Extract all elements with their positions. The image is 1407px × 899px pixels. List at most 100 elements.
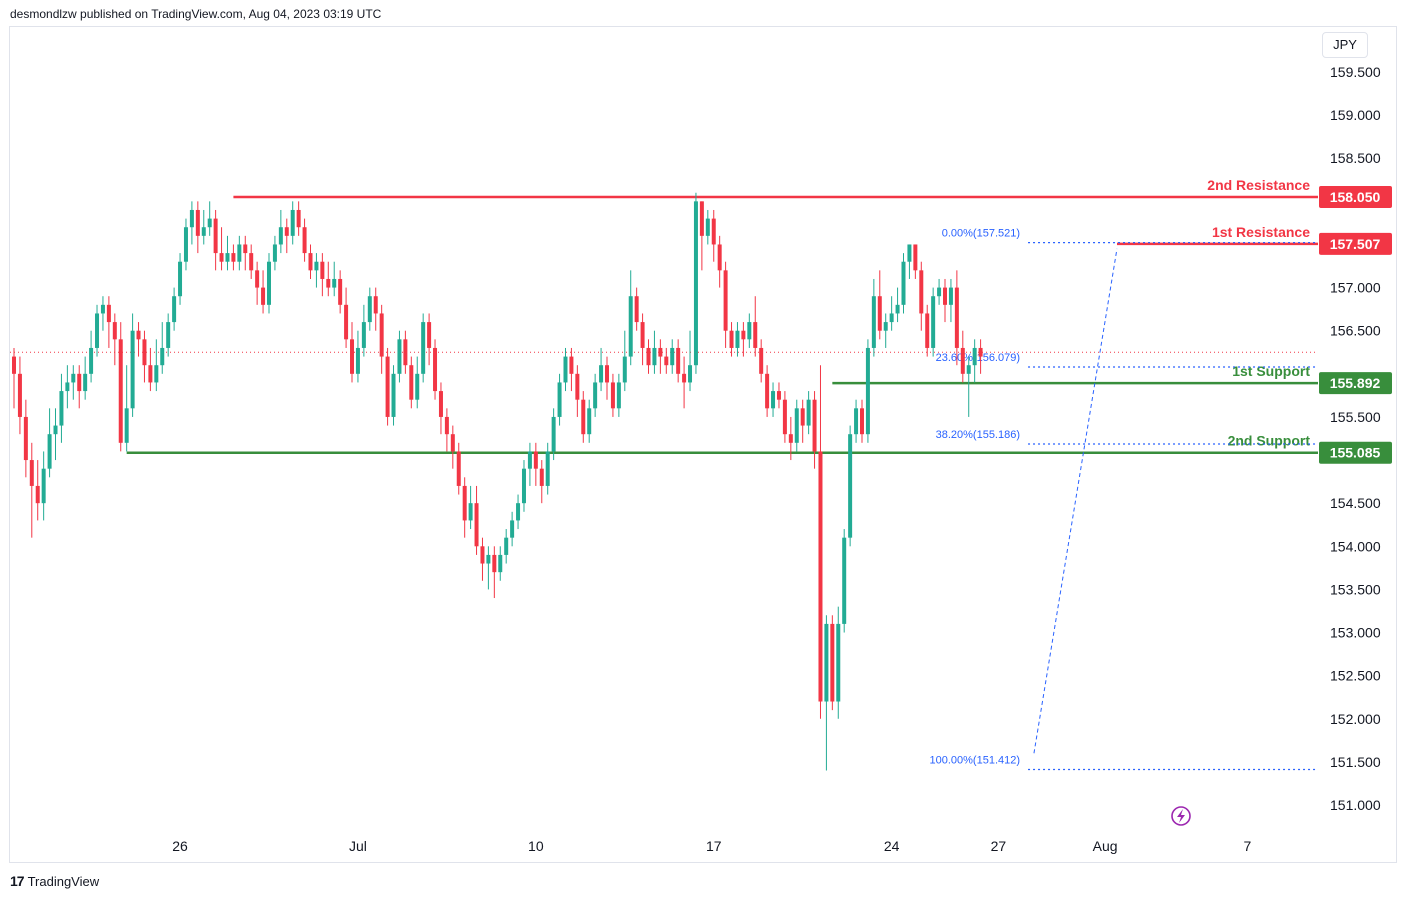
candle[interactable] <box>302 218 307 262</box>
candle[interactable] <box>854 399 859 443</box>
candle[interactable] <box>569 347 574 392</box>
candle[interactable] <box>800 399 805 443</box>
candle[interactable] <box>166 313 171 357</box>
candle[interactable] <box>616 373 621 417</box>
candle[interactable] <box>450 425 455 469</box>
candle[interactable] <box>741 322 746 357</box>
candles-layer[interactable] <box>12 192 983 771</box>
candle[interactable] <box>385 347 390 426</box>
candle[interactable] <box>593 373 598 417</box>
time-axis[interactable]: 26 Jul 10 17 24 27 Aug 7 <box>172 838 1251 854</box>
candle[interactable] <box>100 296 105 331</box>
candle[interactable] <box>314 253 319 288</box>
candle[interactable] <box>95 304 100 357</box>
candle[interactable] <box>533 442 538 486</box>
candle[interactable] <box>47 408 52 478</box>
candle[interactable] <box>830 615 835 711</box>
candle[interactable] <box>859 399 864 443</box>
candle[interactable] <box>794 399 799 452</box>
candle[interactable] <box>966 356 971 417</box>
candle[interactable] <box>599 347 604 392</box>
price-axis[interactable]: 159.500 159.000 158.500 157.000 156.500 155.5… <box>1330 64 1381 813</box>
candle[interactable] <box>931 287 936 357</box>
candle[interactable] <box>747 313 752 348</box>
candle[interactable] <box>545 442 550 495</box>
candle[interactable] <box>373 287 378 331</box>
candle[interactable] <box>195 201 200 254</box>
candle[interactable] <box>729 322 734 357</box>
candle[interactable] <box>913 244 918 279</box>
candle[interactable] <box>521 460 526 512</box>
candle[interactable] <box>320 253 325 297</box>
candle[interactable] <box>670 339 675 374</box>
candle[interactable] <box>130 313 135 417</box>
candle[interactable] <box>581 391 586 443</box>
candle[interactable] <box>937 278 942 305</box>
candle[interactable] <box>848 425 853 547</box>
candle[interactable] <box>818 365 823 719</box>
candle[interactable] <box>699 201 704 271</box>
candle[interactable] <box>296 201 301 236</box>
candle[interactable] <box>943 278 948 323</box>
candle[interactable] <box>765 365 770 417</box>
candle[interactable] <box>415 356 420 409</box>
candle[interactable] <box>462 477 467 538</box>
candle[interactable] <box>836 606 841 719</box>
candle[interactable] <box>468 485 473 530</box>
candle[interactable] <box>759 339 764 383</box>
candle[interactable] <box>456 442 461 495</box>
candle[interactable] <box>723 261 728 348</box>
candle[interactable] <box>444 408 449 452</box>
candle[interactable] <box>219 227 224 271</box>
candle[interactable] <box>189 201 194 245</box>
candle[interactable] <box>539 460 544 504</box>
candle[interactable] <box>771 382 776 417</box>
candle[interactable] <box>610 373 615 417</box>
candle[interactable] <box>605 356 609 400</box>
candle[interactable] <box>183 218 188 271</box>
candle[interactable] <box>118 322 123 452</box>
candle[interactable] <box>486 546 491 590</box>
candle[interactable] <box>504 529 509 564</box>
candle[interactable] <box>782 391 787 443</box>
candle[interactable] <box>948 278 953 323</box>
candle[interactable] <box>350 322 355 383</box>
candle[interactable] <box>207 201 212 236</box>
candle[interactable] <box>308 244 313 279</box>
candle[interactable] <box>954 270 959 366</box>
candle[interactable] <box>355 330 360 383</box>
candle[interactable] <box>865 339 870 443</box>
candle[interactable] <box>474 485 479 555</box>
candle[interactable] <box>925 304 930 357</box>
candle[interactable] <box>705 209 710 245</box>
candle[interactable] <box>142 330 147 383</box>
candle[interactable] <box>658 339 663 374</box>
candle[interactable] <box>646 339 651 374</box>
candle[interactable] <box>367 287 372 331</box>
candle[interactable] <box>628 270 633 366</box>
candle[interactable] <box>379 304 384 374</box>
candle[interactable] <box>231 244 236 271</box>
candle[interactable] <box>735 322 740 357</box>
candle[interactable] <box>895 287 900 323</box>
candle[interactable] <box>901 253 906 314</box>
candle[interactable] <box>676 339 681 383</box>
candle[interactable] <box>433 339 438 400</box>
candle[interactable] <box>243 235 248 271</box>
candle[interactable] <box>35 460 40 521</box>
candle[interactable] <box>557 373 562 426</box>
candle[interactable] <box>527 442 532 486</box>
candle[interactable] <box>332 261 337 297</box>
tradingview-logo[interactable]: 17 TradingView <box>10 873 99 889</box>
candle[interactable] <box>148 347 153 392</box>
candle[interactable] <box>409 356 414 409</box>
candle[interactable] <box>338 270 343 314</box>
currency-button[interactable]: JPY <box>1322 32 1368 58</box>
candle[interactable] <box>237 235 242 271</box>
candle[interactable] <box>266 253 271 314</box>
candle[interactable] <box>201 209 206 245</box>
candle[interactable] <box>842 529 847 633</box>
candle[interactable] <box>563 347 568 392</box>
candle[interactable] <box>178 253 183 305</box>
candle[interactable] <box>877 270 882 340</box>
